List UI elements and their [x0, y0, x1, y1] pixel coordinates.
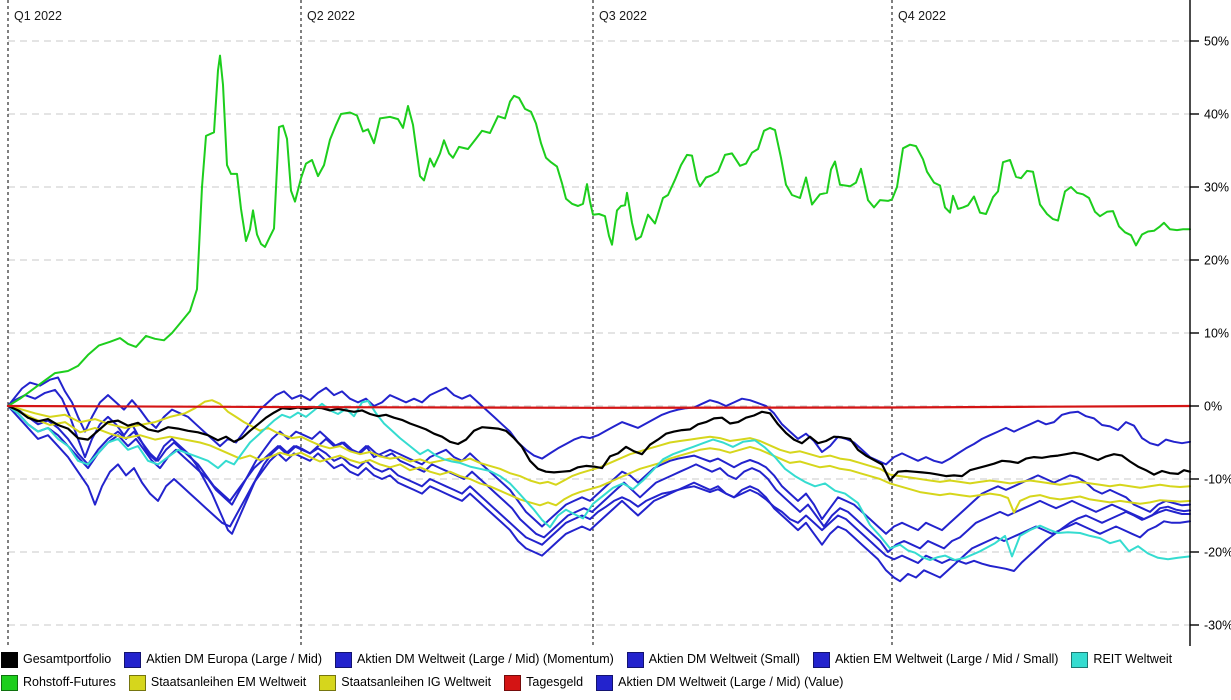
legend-label: Aktien DM Weltweit (Large / Mid) (Moment… [357, 652, 614, 667]
series-line[interactable] [7, 405, 1191, 572]
legend-swatch [128, 674, 146, 691]
y-tick-label: 40% [1204, 108, 1229, 122]
series-line[interactable] [6, 404, 1192, 482]
legend-swatch [335, 651, 352, 668]
y-tick-label: 30% [1204, 181, 1229, 195]
quarter-label: Q2 2022 [307, 9, 355, 23]
series-line[interactable] [7, 399, 1191, 489]
legend-item[interactable]: REIT Weltweit [1071, 651, 1173, 668]
legend-label: Tagesgeld [526, 675, 584, 690]
quarter-label: Q1 2022 [14, 9, 62, 23]
legend-swatch [504, 674, 522, 691]
legend-swatch [1, 651, 18, 668]
legend-item[interactable]: Aktien DM Europa (Large / Mid) [124, 651, 322, 668]
series-line[interactable] [7, 54, 1191, 407]
legend-item[interactable]: Gesamtportfolio [1, 651, 112, 668]
legend-item[interactable]: Aktien EM Weltweit (Large / Mid / Small) [812, 651, 1059, 668]
legend-item[interactable]: Aktien DM Weltweit (Small) [626, 651, 800, 668]
series-line[interactable] [7, 388, 1191, 535]
legend-swatch [812, 651, 830, 668]
chart-canvas[interactable]: Q1 2022 Q2 2022 Q3 2022 Q4 2022 50% 40% 30% 20%… [0, 0, 1231, 646]
y-tick-label: 20% [1204, 254, 1229, 268]
legend-swatch [626, 651, 644, 668]
legend-item[interactable]: Rohstoff-Futures [1, 674, 116, 691]
legend-row: Gesamtportfolio Aktien DM Europa (Large /… [1, 648, 1231, 671]
legend-label: Aktien DM Weltweit (Small) [648, 652, 800, 667]
quarter-label: Q3 2022 [599, 9, 647, 23]
series-line[interactable] [7, 399, 1191, 561]
legend-swatch [319, 674, 337, 691]
legend-swatch [1, 674, 18, 691]
chart-legend: Gesamtportfolio Aktien DM Europa (Large /… [0, 646, 1231, 694]
legend-item[interactable]: Staatsanleihen EM Weltweit [128, 674, 307, 691]
legend-swatch [1071, 651, 1089, 668]
series-line[interactable] [7, 405, 1191, 583]
legend-item[interactable]: Tagesgeld [504, 674, 584, 691]
series-line[interactable] [6, 404, 1192, 409]
legend-row: Rohstoff-Futures Staatsanleihen EM Weltwe… [1, 671, 1231, 694]
legend-swatch [124, 651, 142, 668]
legend-label: Rohstoff-Futures [23, 675, 116, 690]
y-tick-label: 0% [1204, 400, 1222, 414]
legend-label: Aktien DM Europa (Large / Mid) [146, 652, 322, 667]
legend-label: Aktien DM Weltweit (Large / Mid) (Value) [618, 675, 844, 690]
legend-label: Staatsanleihen IG Weltweit [341, 675, 492, 690]
y-tick-label: -10% [1204, 473, 1231, 487]
quarter-label: Q4 2022 [898, 9, 946, 23]
y-tick-label: 10% [1204, 327, 1229, 341]
series-line[interactable] [7, 376, 1191, 466]
legend-swatch [596, 674, 614, 691]
legend-item[interactable]: Aktien DM Weltweit (Large / Mid) (Value) [596, 674, 844, 691]
legend-label: Aktien EM Weltweit (Large / Mid / Small) [834, 652, 1059, 667]
series-line[interactable] [7, 405, 1191, 553]
legend-item[interactable]: Aktien DM Weltweit (Large / Mid) (Moment… [335, 651, 614, 668]
legend-label: REIT Weltweit [1093, 652, 1173, 667]
legend-item[interactable]: Staatsanleihen IG Weltweit [319, 674, 492, 691]
y-tick-label: -30% [1204, 619, 1231, 633]
series-line[interactable] [7, 405, 1191, 514]
legend-label: Staatsanleihen EM Weltweit [150, 675, 307, 690]
y-tick-label: 50% [1204, 35, 1229, 49]
y-tick-label: -20% [1204, 546, 1231, 560]
legend-label: Gesamtportfolio [23, 652, 112, 667]
performance-chart[interactable]: Q1 2022 Q2 2022 Q3 2022 Q4 2022 50% 40% 30% 20%… [0, 0, 1231, 646]
